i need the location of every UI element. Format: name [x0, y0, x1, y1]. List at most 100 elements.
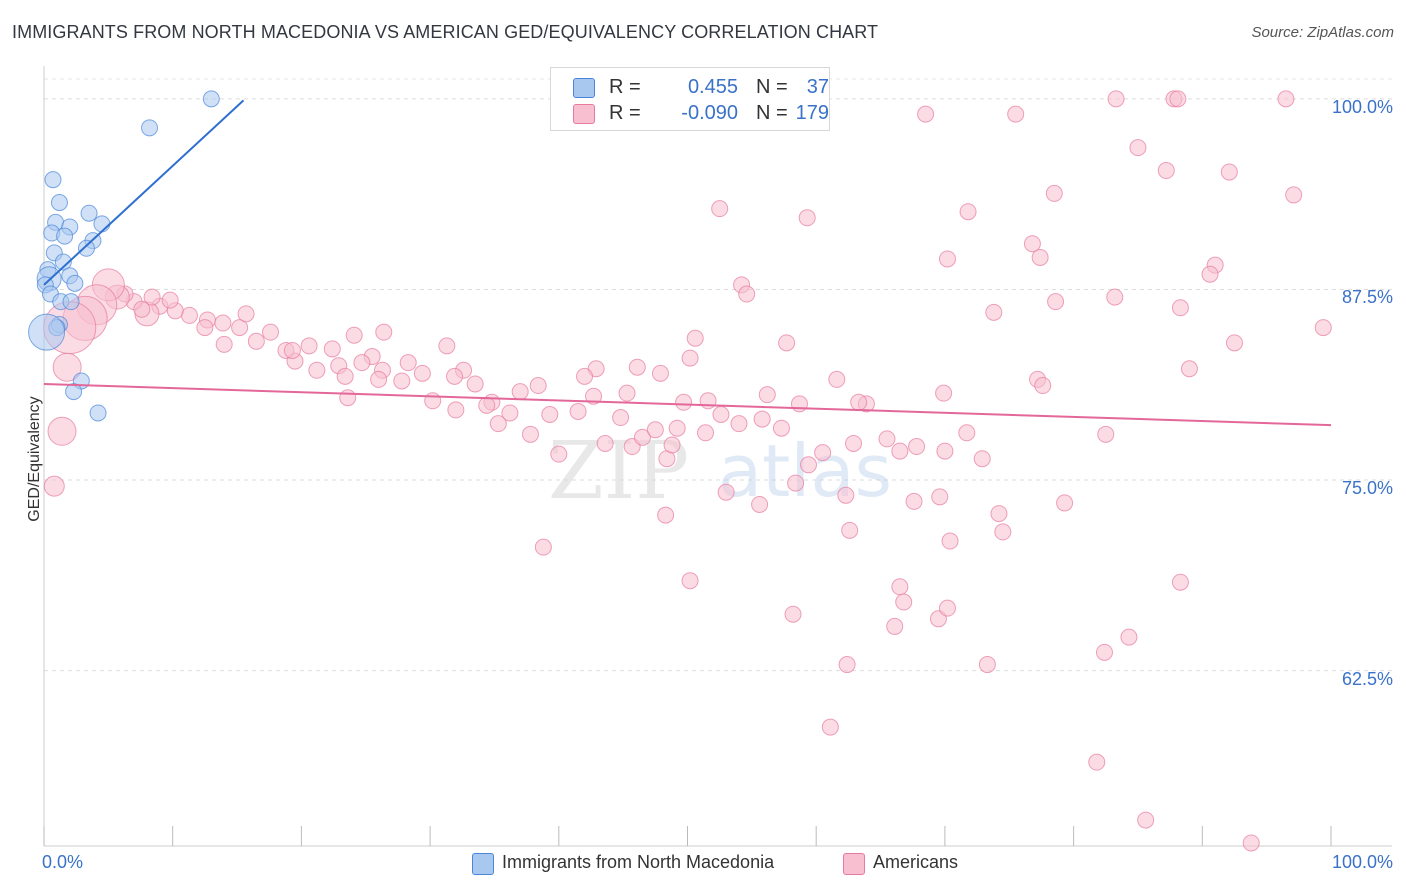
point-americans: [1137, 811, 1155, 829]
point-north-macedonia: [28, 313, 66, 351]
point-americans: [308, 361, 326, 379]
bottom-legend-label: Americans: [873, 852, 959, 872]
point-americans: [717, 483, 735, 501]
bottom-legend: Immigrants from North Macedonia American…: [0, 852, 1406, 876]
point-americans: [501, 404, 519, 422]
point-americans: [1225, 334, 1243, 352]
point-north-macedonia: [62, 293, 80, 311]
point-americans: [845, 434, 863, 452]
point-americans: [1031, 248, 1049, 266]
point-americans: [47, 416, 77, 446]
point-americans: [784, 605, 802, 623]
point-americans: [751, 495, 769, 513]
point-americans: [262, 323, 280, 341]
point-americans: [886, 617, 904, 635]
point-americans: [1045, 184, 1063, 202]
series-americans: [43, 90, 1332, 852]
point-americans: [828, 370, 846, 388]
point-americans: [1129, 139, 1147, 157]
y-tick-label: 62.5%: [1341, 668, 1393, 689]
point-americans: [798, 209, 816, 227]
point-americans: [772, 419, 790, 437]
point-americans: [985, 303, 1003, 321]
point-americans: [686, 329, 704, 347]
point-americans: [905, 492, 923, 510]
point-americans: [938, 599, 956, 617]
point-americans: [1056, 494, 1074, 512]
point-americans: [633, 428, 651, 446]
point-americans: [612, 409, 630, 427]
point-americans: [697, 424, 715, 442]
point-americans: [959, 203, 977, 221]
point-americans: [990, 505, 1008, 523]
point-americans: [1171, 573, 1189, 591]
watermark-zip: ZIP: [548, 424, 689, 517]
point-americans: [247, 332, 265, 350]
point-americans: [787, 474, 805, 492]
point-americans: [413, 364, 431, 382]
legend-n-label: N =: [756, 102, 788, 124]
point-americans: [978, 656, 996, 674]
point-north-macedonia: [50, 194, 68, 212]
point-americans: [790, 395, 808, 413]
point-americans: [336, 367, 354, 385]
legend-r-value: -0.090: [681, 102, 738, 124]
point-americans: [489, 415, 507, 433]
legend-r-label: R =: [609, 102, 641, 124]
point-americans: [375, 323, 393, 341]
point-americans: [541, 405, 559, 423]
point-americans: [300, 337, 318, 355]
point-americans: [345, 326, 363, 344]
point-americans: [841, 521, 859, 539]
point-americans: [466, 375, 484, 393]
point-americans: [628, 358, 646, 376]
point-americans: [814, 444, 832, 462]
point-americans: [738, 285, 756, 303]
bottom-legend-swatch-blue: [472, 853, 494, 875]
chart-title: IMMIGRANTS FROM NORTH MACEDONIA VS AMERI…: [12, 22, 879, 42]
point-americans: [618, 384, 636, 402]
point-americans: [994, 523, 1012, 541]
point-americans: [821, 718, 839, 736]
point-north-macedonia: [93, 215, 111, 233]
legend-n-value: 179: [795, 102, 829, 124]
point-americans: [973, 450, 991, 468]
point-americans: [891, 578, 909, 596]
point-americans: [1107, 90, 1125, 108]
point-americans: [478, 396, 496, 414]
point-americans: [1314, 319, 1332, 337]
point-americans: [895, 593, 913, 611]
x-tick-label-max: 100.0%: [1331, 852, 1393, 872]
point-americans: [675, 393, 693, 411]
point-americans: [837, 486, 855, 504]
y-tick-label: 100.0%: [1331, 96, 1393, 117]
legend-n-label: N =: [756, 76, 788, 98]
point-americans: [1242, 834, 1260, 852]
point-americans: [214, 314, 232, 332]
point-americans: [237, 305, 255, 323]
point-americans: [838, 656, 856, 674]
point-americans: [1201, 265, 1219, 283]
bottom-legend-swatch-pink: [843, 853, 865, 875]
point-americans: [1157, 162, 1175, 180]
point-americans: [339, 389, 357, 407]
point-americans: [935, 384, 953, 402]
legend-n-value: 37: [806, 76, 829, 98]
trend-line-americans: [43, 383, 1332, 427]
bottom-legend-label: Immigrants from North Macedonia: [502, 852, 775, 872]
point-americans: [730, 415, 748, 433]
point-americans: [353, 354, 371, 372]
point-americans: [1220, 163, 1238, 181]
point-americans: [936, 442, 954, 460]
point-americans: [1034, 377, 1052, 395]
source-label: Source: ZipAtlas.com: [1251, 24, 1394, 41]
point-americans: [424, 392, 442, 410]
point-americans: [534, 538, 552, 556]
point-americans: [1047, 293, 1065, 311]
point-north-macedonia: [89, 404, 107, 422]
point-americans: [1007, 105, 1025, 123]
trend-lines: [43, 99, 1332, 427]
point-americans: [958, 424, 976, 442]
y-axis-title: GED/Equivalency: [26, 396, 43, 522]
